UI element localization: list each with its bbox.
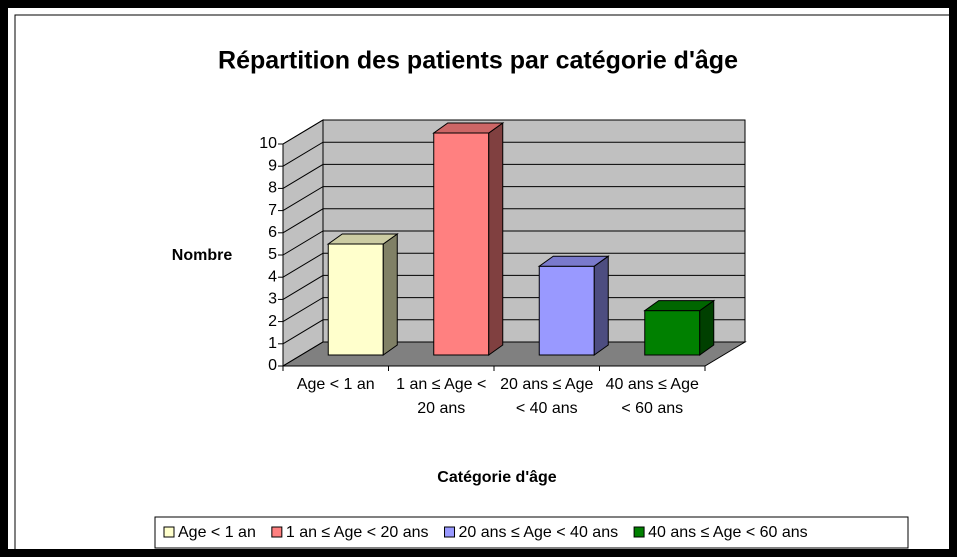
bar-front xyxy=(644,310,701,356)
legend-label: 20 ans ≤ Age < 40 ans xyxy=(459,524,619,541)
y-tick-label: 1 xyxy=(268,335,277,352)
chart-border xyxy=(14,14,952,554)
legend-swatch xyxy=(444,526,456,538)
legend-swatch xyxy=(163,526,175,538)
grid-line xyxy=(282,230,745,256)
legend-label: 40 ans ≤ Age < 60 ans xyxy=(648,524,808,541)
y-tick-label: 2 xyxy=(268,313,277,330)
bar-front xyxy=(538,265,595,356)
grid-line xyxy=(282,186,745,212)
bar xyxy=(537,255,610,356)
grid-line xyxy=(282,119,745,145)
bar-top xyxy=(432,122,505,134)
bar-front xyxy=(433,132,490,356)
bar xyxy=(643,299,716,356)
x-tick-label: 20 ans ≤ Age < 40 ans xyxy=(500,376,593,417)
bar xyxy=(432,122,505,356)
bar-top xyxy=(326,233,399,245)
legend-swatch xyxy=(271,526,283,538)
x-axis-label: Catégorie d'âge xyxy=(437,469,556,486)
legend-swatch xyxy=(633,526,645,538)
grid-line xyxy=(282,163,745,189)
grid-line xyxy=(282,208,745,234)
grid-line xyxy=(282,141,745,167)
y-axis-label: Nombre xyxy=(172,247,233,264)
y-tick-label: 5 xyxy=(268,246,277,263)
chart-title: Répartition des patients par catégorie d… xyxy=(218,47,738,75)
bar-top xyxy=(537,255,610,267)
bar-side xyxy=(382,233,398,356)
x-tick-label: 1 an ≤ Age <20 ans xyxy=(396,376,486,417)
legend-label: Age < 1 an xyxy=(178,524,256,541)
y-tick-label: 10 xyxy=(259,135,277,152)
bar-side xyxy=(488,122,504,356)
y-tick-label: 7 xyxy=(268,202,277,219)
grid-line xyxy=(282,252,745,278)
bar xyxy=(326,233,399,356)
y-tick-label: 3 xyxy=(268,291,277,308)
x-tick-label: Age < 1 an xyxy=(297,376,375,393)
bar-top xyxy=(643,300,716,312)
y-tick-label: 9 xyxy=(268,157,277,174)
bar-side xyxy=(593,255,609,356)
legend-label: 1 an ≤ Age < 20 ans xyxy=(286,524,429,541)
x-tick-label: 40 ans ≤ Age < 60 ans xyxy=(606,376,699,417)
y-tick-label: 0 xyxy=(268,357,277,374)
bar-front xyxy=(327,243,384,356)
y-tick-label: 8 xyxy=(268,180,277,197)
y-tick-label: 6 xyxy=(268,224,277,241)
y-tick-label: 4 xyxy=(268,268,277,285)
